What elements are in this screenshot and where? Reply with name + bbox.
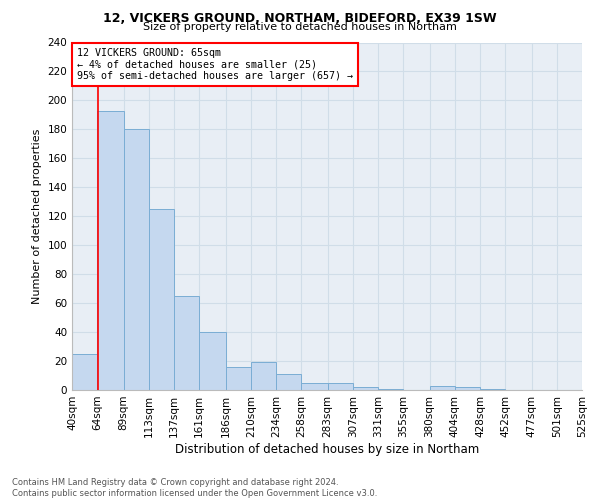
Bar [124, 130, 149, 390]
Bar [301, 383, 328, 390]
Bar [455, 387, 480, 390]
Bar [174, 296, 199, 390]
Text: Contains HM Land Registry data © Crown copyright and database right 2024.
Contai: Contains HM Land Registry data © Crown c… [12, 478, 377, 498]
Text: 12, VICKERS GROUND, NORTHAM, BIDEFORD, EX39 1SW: 12, VICKERS GROUND, NORTHAM, BIDEFORD, E… [103, 12, 497, 24]
Bar [378, 388, 403, 390]
Text: 12 VICKERS GROUND: 65sqm
← 4% of detached houses are smaller (25)
95% of semi-de: 12 VICKERS GROUND: 65sqm ← 4% of detache… [77, 48, 353, 81]
Bar [72, 354, 97, 390]
Bar [353, 387, 378, 390]
Bar [199, 332, 226, 390]
Bar [480, 388, 505, 390]
Bar [328, 383, 353, 390]
Y-axis label: Number of detached properties: Number of detached properties [32, 128, 42, 304]
Bar [97, 110, 124, 390]
Bar [430, 386, 455, 390]
Bar [251, 362, 276, 390]
Bar [226, 367, 251, 390]
X-axis label: Distribution of detached houses by size in Northam: Distribution of detached houses by size … [175, 442, 479, 456]
Bar [276, 374, 301, 390]
Bar [149, 209, 174, 390]
Text: Size of property relative to detached houses in Northam: Size of property relative to detached ho… [143, 22, 457, 32]
